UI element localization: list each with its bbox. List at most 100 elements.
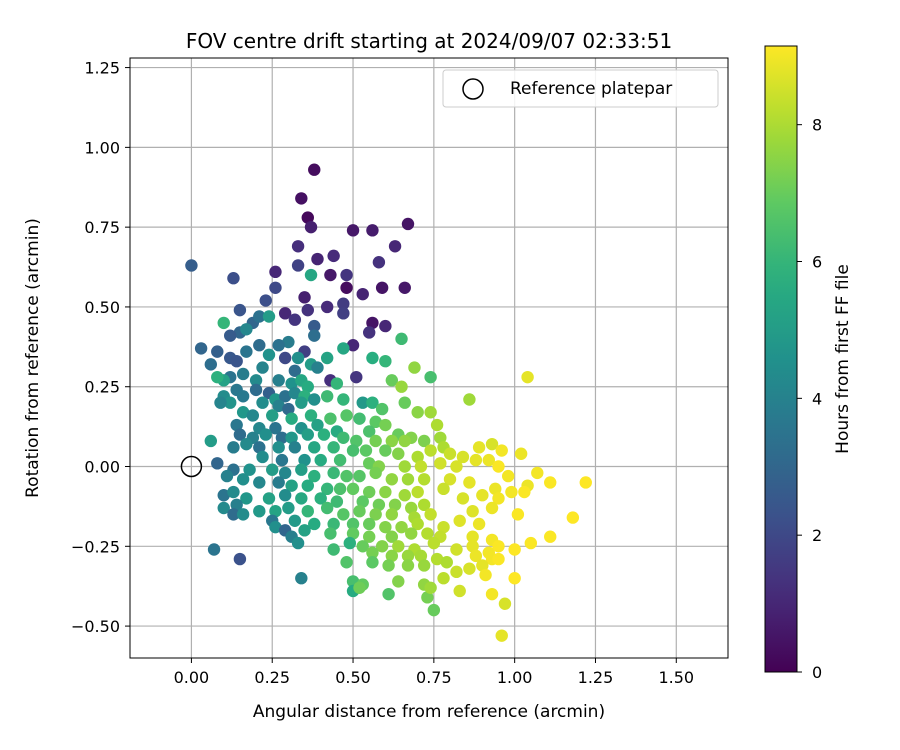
scatter-point [466, 540, 479, 553]
scatter-point [385, 530, 399, 543]
colorbar: 0 2 4 6 8 Hours from first FF file [764, 45, 853, 682]
scatter-point [337, 342, 350, 355]
scatter-point [417, 434, 431, 448]
x-axis-label: Angular distance from reference (arcmin) [253, 702, 605, 722]
scatter-point [392, 540, 405, 553]
scatter-point [518, 485, 531, 499]
scatter-point [327, 441, 340, 454]
scatter-point [211, 370, 224, 384]
scatter-point [434, 431, 447, 444]
scatter-point [450, 460, 463, 473]
scatter-point [363, 485, 376, 499]
scatter-point [340, 268, 353, 282]
scatter-point [385, 473, 399, 486]
scatter-point [301, 479, 314, 492]
scatter-point [236, 406, 250, 419]
scatter-point [427, 603, 441, 617]
scatter-point [485, 587, 499, 601]
scatter-point [227, 441, 240, 454]
scatter-point [340, 469, 353, 483]
scatter-point [337, 508, 350, 521]
scatter-point [485, 437, 499, 451]
scatter-point [233, 303, 247, 317]
scatter-point [495, 629, 508, 642]
scatter-point [424, 406, 437, 419]
scatter-point [301, 428, 314, 441]
scatter-point [353, 412, 366, 425]
colorbar-tick-label: 0 [812, 663, 822, 682]
scatter-point [253, 441, 266, 454]
legend-label: Reference platepar [510, 79, 672, 99]
scatter-point [253, 339, 266, 352]
scatter-point [320, 482, 334, 496]
scatter-point [262, 348, 276, 362]
scatter-point [472, 517, 486, 531]
scatter-point [337, 297, 350, 310]
scatter-point [346, 444, 360, 457]
scatter-point [456, 450, 470, 464]
scatter-point [524, 536, 538, 550]
scatter-point [253, 476, 266, 489]
y-tick-label: 0.50 [84, 298, 120, 317]
scatter-point [566, 511, 580, 524]
scatter-point [311, 252, 324, 266]
scatter-point [398, 396, 411, 409]
scatter-point [363, 326, 376, 339]
scatter-point [304, 409, 318, 422]
scatter-point [304, 220, 318, 234]
scatter-point [385, 549, 399, 563]
scatter-point [220, 469, 234, 483]
scatter-point [282, 335, 295, 349]
plot-axes: 0.00 0.25 0.50 0.75 1.00 1.25 1.50 −0.50 −0.25 0… [71, 57, 729, 687]
scatter-point [249, 374, 263, 387]
scatter-point [463, 476, 476, 489]
scatter-point [278, 489, 292, 502]
scatter-point [214, 396, 227, 409]
scatter-point [308, 163, 321, 176]
scatter-point [301, 211, 314, 224]
scatter-point [476, 559, 489, 572]
scatter-point [298, 524, 311, 537]
scatter-point [295, 192, 308, 205]
scatter-point [285, 412, 298, 425]
scatter-point [301, 380, 314, 393]
scatter-point [375, 281, 389, 294]
scatter-point [434, 457, 447, 470]
scatter-point [437, 520, 450, 534]
scatter-point [308, 319, 321, 333]
x-tick-label: 0.75 [416, 668, 452, 687]
scatter-point [356, 540, 369, 553]
scatter-point [388, 240, 402, 253]
scatter-point [398, 489, 411, 502]
scatter-point [327, 543, 340, 556]
scatter-point [240, 437, 253, 451]
scatter-point [256, 450, 269, 464]
scatter-point [379, 319, 392, 333]
scatter-point [320, 501, 334, 515]
scatter-point [217, 316, 230, 330]
scatter-point [304, 268, 318, 282]
scatter-point [240, 492, 253, 505]
scatter-point [291, 240, 305, 253]
scatter-point [398, 281, 411, 294]
y-tick-label: 1.00 [84, 138, 120, 157]
scatter-point [363, 425, 376, 438]
scatter-point [343, 536, 357, 550]
scatter-point [492, 552, 505, 566]
scatter-point [311, 418, 324, 432]
scatter-point [308, 393, 321, 406]
scatter-point [401, 559, 415, 572]
scatter-point [269, 265, 282, 279]
legend-marker-icon [462, 78, 484, 100]
scatter-point [495, 444, 508, 457]
scatter-point [440, 556, 453, 569]
scatter-point [463, 562, 476, 575]
scatter-point [346, 339, 360, 352]
scatter-point [401, 473, 415, 486]
scatter-point [382, 587, 395, 601]
scatter-point [246, 409, 260, 422]
scatter-point [337, 393, 350, 406]
scatter-point [372, 256, 386, 269]
scatter-point [430, 418, 444, 432]
scatter-point [217, 501, 230, 515]
